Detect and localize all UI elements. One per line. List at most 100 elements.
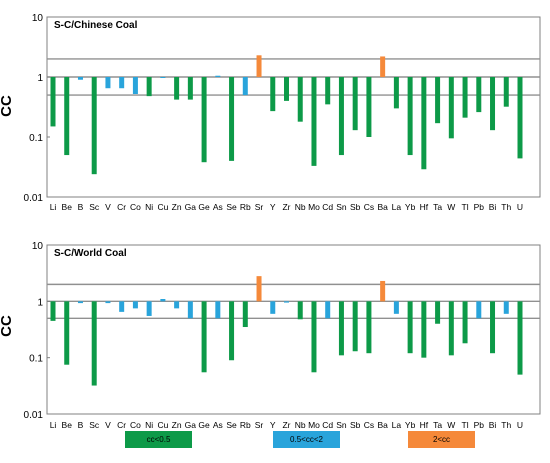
x-tick-label: Cu (157, 420, 168, 430)
x-tick-label: Bi (489, 420, 497, 430)
bar (146, 77, 152, 97)
x-tick-label: Ge (198, 202, 210, 212)
x-tick-label: Sn (336, 420, 347, 430)
x-tick-label: Nb (295, 202, 306, 212)
bar (64, 301, 70, 365)
x-tick-label: Rb (240, 202, 251, 212)
x-tick-label: Co (130, 202, 141, 212)
bar (187, 77, 193, 100)
bar (50, 301, 56, 321)
bar (119, 301, 125, 312)
x-tick-label: U (517, 202, 523, 212)
y-axis-label: CC (0, 315, 15, 337)
x-tick-label: Ta (433, 202, 442, 212)
y-tick-label: 0.01 (24, 193, 44, 204)
bar (393, 301, 399, 314)
x-tick-label: Sc (89, 202, 100, 212)
x-tick-label: W (447, 420, 455, 430)
bar (380, 56, 386, 77)
x-tick-label: Se (226, 420, 237, 430)
x-tick-label: As (213, 202, 223, 212)
x-tick-label: Hf (420, 420, 429, 430)
x-tick-label: Zr (282, 420, 290, 430)
x-tick-label: Sr (255, 202, 264, 212)
x-tick-label: Yb (405, 202, 416, 212)
x-tick-label: Th (501, 420, 511, 430)
x-tick-label: Sb (350, 202, 361, 212)
x-tick-label: V (105, 202, 111, 212)
bar (91, 301, 97, 386)
bar (325, 77, 331, 105)
legend-item-high: 2<cc (408, 431, 475, 448)
x-tick-label: W (447, 202, 455, 212)
x-tick-label: Tl (462, 202, 469, 212)
bar (503, 77, 509, 107)
x-tick-label: Cr (117, 420, 126, 430)
x-tick-label: Se (226, 202, 237, 212)
bar (476, 301, 482, 319)
x-tick-label: B (78, 420, 84, 430)
x-tick-label: Ta (433, 420, 442, 430)
x-tick-label: Pb (474, 420, 485, 430)
x-tick-label: Rb (240, 420, 251, 430)
legend-item-low: cc<0.5 (125, 431, 192, 448)
x-tick-label: Zn (172, 420, 182, 430)
legend-item-mid: 0.5<cc<2 (273, 431, 340, 448)
legend-label-low: cc<0.5 (146, 435, 171, 444)
bar (174, 77, 180, 100)
bar (338, 77, 344, 156)
x-tick-label: Ba (377, 202, 388, 212)
bar (311, 77, 317, 166)
x-tick-label: Sc (89, 420, 100, 430)
bar (174, 301, 180, 309)
x-tick-label: Cd (322, 420, 333, 430)
x-tick-label: Ba (377, 420, 388, 430)
x-tick-label: Zr (282, 202, 290, 212)
bar (435, 301, 441, 324)
bar (462, 301, 468, 344)
bar (462, 77, 468, 118)
bar (201, 77, 207, 163)
y-tick-label: 10 (32, 13, 44, 24)
bar (105, 77, 111, 89)
bar (132, 77, 138, 95)
x-tick-label: Cu (157, 202, 168, 212)
bar (242, 301, 248, 328)
y-tick-label: 0.01 (24, 410, 44, 421)
bar (338, 301, 344, 356)
bar (256, 55, 262, 77)
x-tick-label: Sn (336, 202, 347, 212)
legend-label-high: 2<cc (432, 435, 451, 444)
bar (119, 77, 125, 89)
bar (325, 301, 331, 319)
bar (284, 77, 289, 101)
x-tick-label: Hf (420, 202, 429, 212)
bar (435, 77, 441, 124)
bar (517, 77, 523, 159)
bar (229, 301, 235, 361)
bar (256, 276, 262, 302)
bar (229, 77, 235, 161)
chart-title: S-C/Chinese Coal (54, 20, 138, 31)
x-tick-label: Mo (308, 202, 320, 212)
x-tick-label: Co (130, 420, 141, 430)
y-tick-label: 0.1 (29, 354, 43, 365)
x-tick-label: Sr (255, 420, 264, 430)
bar (407, 301, 413, 354)
x-tick-label: Yb (405, 420, 416, 430)
x-tick-label: Be (62, 420, 73, 430)
x-tick-label: V (105, 420, 111, 430)
bar (297, 301, 303, 320)
legend: cc<0.5 0.5<cc<2 2<cc (0, 431, 550, 451)
x-tick-label: La (392, 420, 402, 430)
bar (146, 301, 152, 316)
bar (366, 301, 372, 354)
y-tick-label: 1 (37, 297, 43, 308)
x-tick-label: Li (50, 202, 57, 212)
bar (270, 301, 276, 314)
x-tick-label: Cs (364, 202, 374, 212)
x-tick-label: Tl (462, 420, 469, 430)
x-tick-label: Y (270, 420, 276, 430)
bar (503, 301, 509, 314)
bar (297, 77, 303, 122)
